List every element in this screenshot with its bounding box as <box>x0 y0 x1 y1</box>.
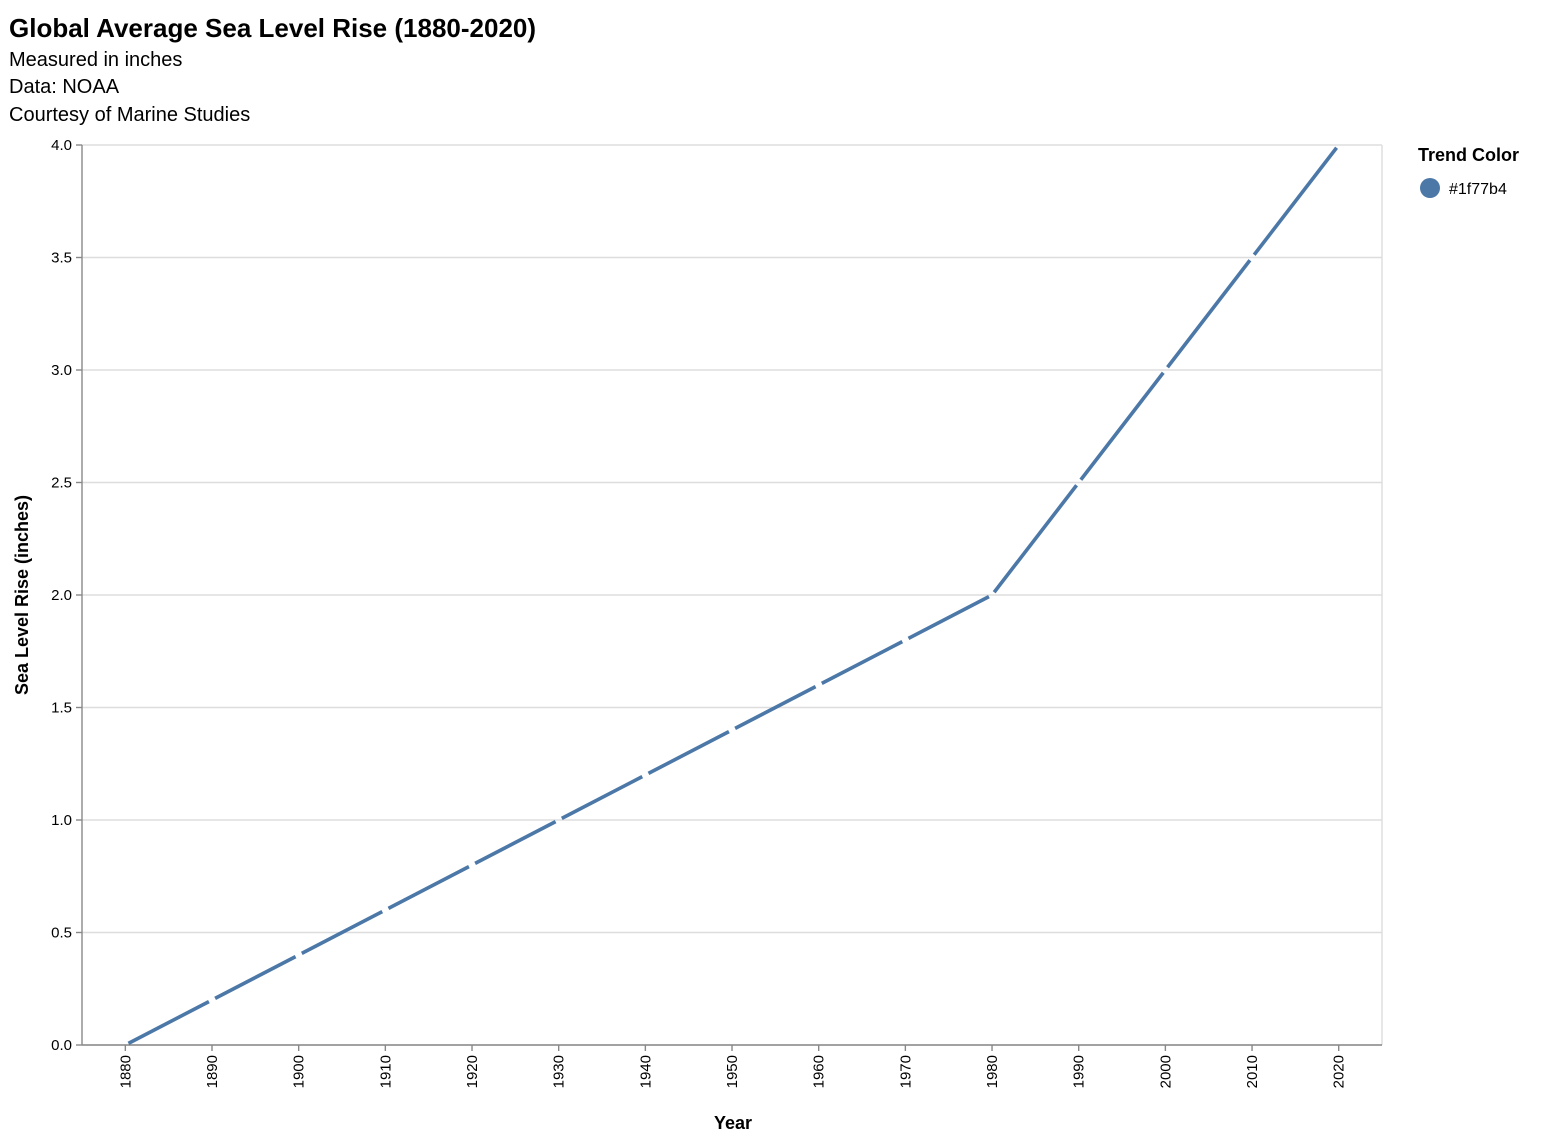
data-line-segment <box>214 955 297 1000</box>
x-tick-label: 1970 <box>897 1055 914 1088</box>
x-tick-label: 1940 <box>637 1055 654 1088</box>
x-tick-label: 1910 <box>377 1055 394 1088</box>
x-tick-label: 1990 <box>1071 1055 1088 1088</box>
data-line-segment <box>560 775 644 820</box>
data-line-segment <box>300 910 384 955</box>
data-line-segment <box>992 484 1078 594</box>
grid-lines <box>82 144 1383 1046</box>
data-line-segment <box>1079 371 1165 481</box>
data-line-segment <box>647 730 730 775</box>
x-tick-label: 1900 <box>291 1055 308 1088</box>
x-tick-label: 1950 <box>724 1055 741 1088</box>
y-tick-label: 1.5 <box>51 700 72 717</box>
x-tick-label: 1930 <box>551 1055 568 1088</box>
chart-subtitle-line-2: Data: NOAA <box>9 76 120 98</box>
x-tick-label: 2010 <box>1244 1055 1261 1088</box>
data-line-segment <box>474 820 557 865</box>
y-tick-label: 1.0 <box>51 812 72 829</box>
y-axis-title: Sea Level Rise (inches) <box>12 495 32 695</box>
y-tick-label: 2.5 <box>51 475 72 492</box>
y-tick-label: 4.0 <box>51 137 72 154</box>
x-tick-label: 2020 <box>1331 1055 1348 1088</box>
legend-entry-label: #1f77b4 <box>1449 181 1507 198</box>
data-line-segment <box>907 595 990 640</box>
chart-subtitle-line-1: Measured in inches <box>9 49 182 71</box>
legend-title: Trend Color <box>1418 145 1519 165</box>
data-line-segment <box>1166 259 1252 369</box>
x-tick-label: 1960 <box>811 1055 828 1088</box>
data-line <box>127 146 1339 1045</box>
legend-swatch <box>1420 178 1440 198</box>
x-tick-label: 1890 <box>204 1055 221 1088</box>
x-tick-label: 2000 <box>1157 1055 1174 1088</box>
chart-title: Global Average Sea Level Rise (1880-2020… <box>9 13 536 43</box>
legend: Trend Color #1f77b4 <box>1418 145 1519 198</box>
x-axis: 1880 1890 1900 1910 1920 1930 1940 1950 1960 1970… <box>82 1044 1382 1088</box>
data-line-segment <box>820 640 904 685</box>
y-tick-label: 2.0 <box>51 587 72 604</box>
x-tick-label: 1920 <box>464 1055 481 1088</box>
y-axis: 0.0 0.5 1.0 1.5 2.0 2.5 3.0 3.5 4.0 <box>51 137 83 1054</box>
x-tick-label: 1980 <box>984 1055 1001 1088</box>
data-line-segment <box>127 1000 210 1045</box>
y-tick-label: 3.0 <box>51 362 72 379</box>
y-tick-label: 0.5 <box>51 925 72 942</box>
chart-subtitle-line-3: Courtesy of Marine Studies <box>9 104 250 126</box>
x-axis-title: Year <box>714 1113 752 1133</box>
data-line-segment <box>1252 146 1339 256</box>
y-tick-label: 3.5 <box>51 250 72 267</box>
x-tick-label: 1880 <box>117 1055 134 1088</box>
data-line-segment <box>387 865 470 910</box>
y-tick-label: 0.0 <box>51 1037 72 1054</box>
data-line-segment <box>734 685 817 730</box>
